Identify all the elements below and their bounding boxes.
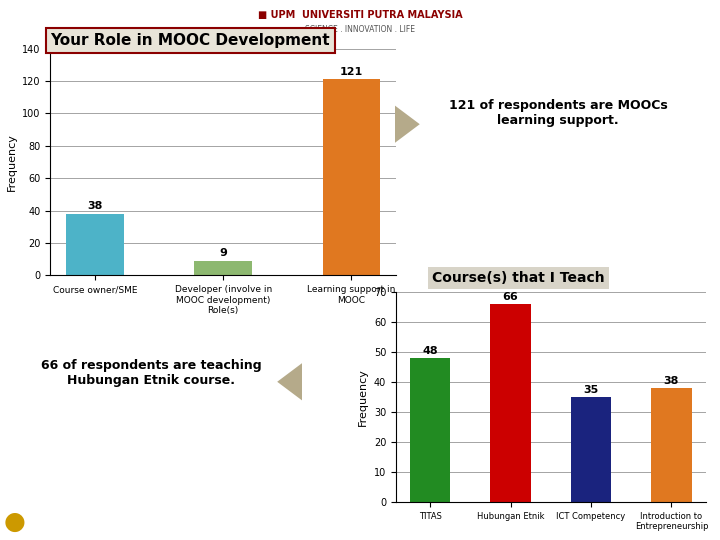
Text: 35: 35 [583, 386, 598, 395]
Bar [410, 358, 450, 502]
Text: AGRICULTURE  •  INNOVATION  •  LIFE: AGRICULTURE • INNOVATION • LIFE [47, 526, 178, 532]
Y-axis label: Frequency: Frequency [6, 133, 17, 191]
Text: 121 of respondents are MOOCs
learning support.: 121 of respondents are MOOCs learning su… [449, 99, 667, 127]
Text: 66: 66 [503, 292, 518, 302]
Text: UNIVERSITI PUTRA MALAYSIA: UNIVERSITI PUTRA MALAYSIA [47, 514, 185, 523]
Text: 121: 121 [340, 67, 363, 77]
Polygon shape [277, 363, 302, 401]
Bar [490, 303, 531, 502]
Bar [652, 388, 691, 502]
Text: Your Role in MOOC Development: Your Role in MOOC Development [50, 33, 330, 48]
Text: SCIENCE . INNOVATION . LIFE: SCIENCE . INNOVATION . LIFE [305, 25, 415, 34]
Polygon shape [395, 105, 420, 143]
Text: 48: 48 [423, 346, 438, 356]
Text: 38: 38 [664, 376, 679, 387]
Bar [66, 214, 124, 275]
Bar [323, 79, 380, 275]
Y-axis label: Frequency: Frequency [359, 368, 369, 426]
Text: 38: 38 [87, 201, 103, 211]
Text: ●: ● [4, 510, 25, 534]
Text: ■ UPM  UNIVERSITI PUTRA MALAYSIA: ■ UPM UNIVERSITI PUTRA MALAYSIA [258, 10, 462, 20]
Text: 66 of respondents are teaching
Hubungan Etnik course.: 66 of respondents are teaching Hubungan … [41, 359, 261, 387]
Bar [194, 261, 252, 275]
Text: Course(s) that I Teach: Course(s) that I Teach [432, 271, 605, 285]
Text: 9: 9 [220, 248, 227, 258]
Bar [571, 397, 611, 502]
